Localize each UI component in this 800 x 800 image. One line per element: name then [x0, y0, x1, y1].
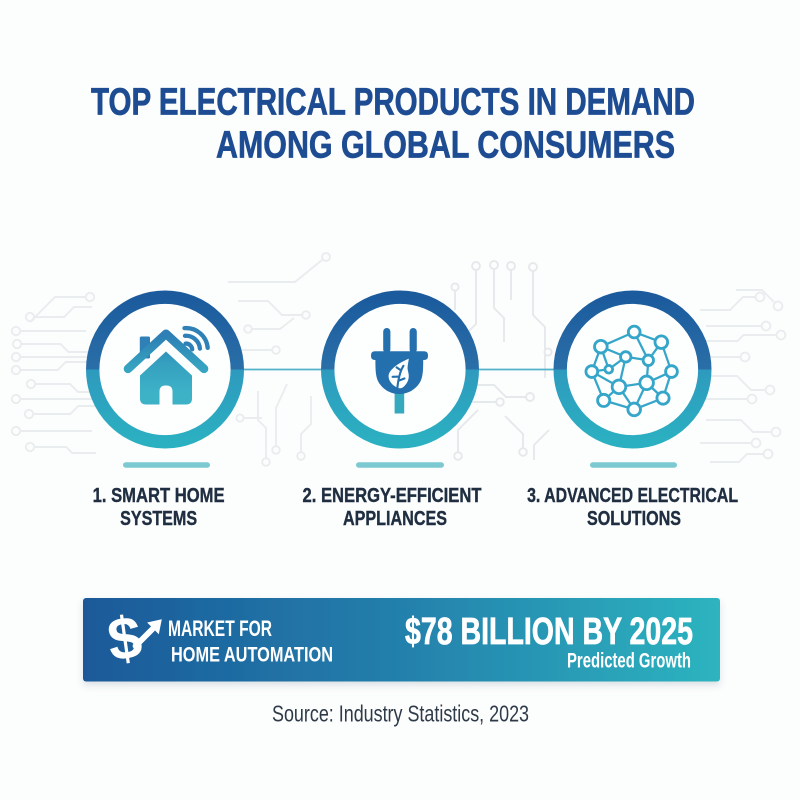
- svg-text:Source: Industry Statistics, 2: Source: Industry Statistics, 2023: [272, 700, 529, 726]
- svg-text:APPLIANCES: APPLIANCES: [343, 507, 447, 530]
- svg-text:Predicted Growth: Predicted Growth: [567, 650, 691, 673]
- svg-text:SOLUTIONS: SOLUTIONS: [587, 507, 681, 530]
- svg-text:1. SMART HOME: 1. SMART HOME: [93, 484, 225, 507]
- svg-text:HOME AUTOMATION: HOME AUTOMATION: [171, 643, 333, 667]
- svg-text:AMONG GLOBAL CONSUMERS: AMONG GLOBAL CONSUMERS: [216, 125, 675, 167]
- svg-text:TOP ELECTRICAL PRODUCTS IN DEM: TOP ELECTRICAL PRODUCTS IN DEMAND: [91, 82, 695, 124]
- svg-text:SYSTEMS: SYSTEMS: [120, 507, 197, 530]
- svg-text:MARKET FOR: MARKET FOR: [168, 616, 272, 641]
- svg-text:$78 BILLION BY 2025: $78 BILLION BY 2025: [405, 611, 693, 653]
- svg-text:3. ADVANCED ELECTRICAL: 3. ADVANCED ELECTRICAL: [527, 484, 738, 507]
- svg-text:2. ENERGY-EFFICIENT: 2. ENERGY-EFFICIENT: [303, 484, 482, 507]
